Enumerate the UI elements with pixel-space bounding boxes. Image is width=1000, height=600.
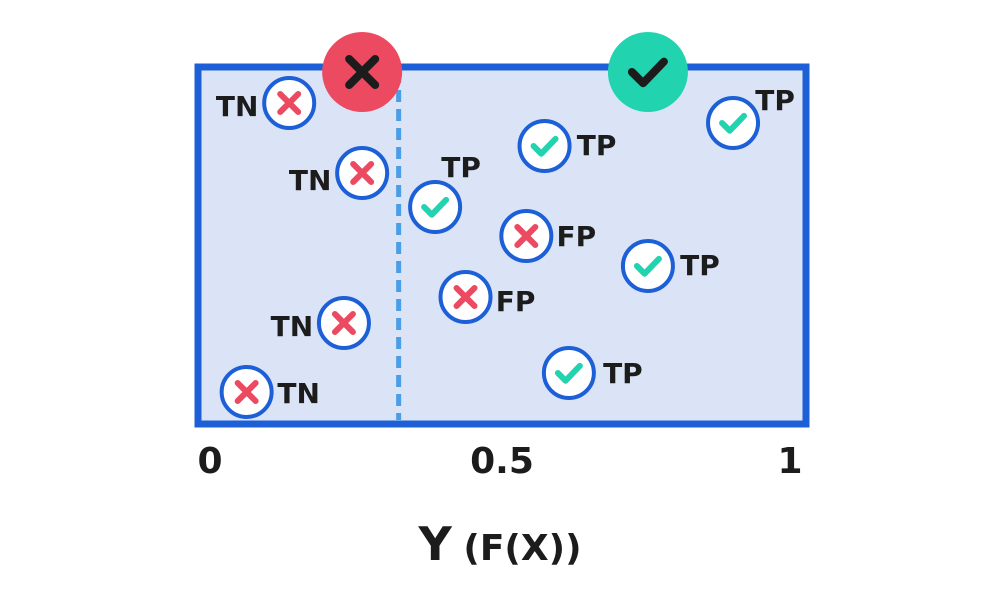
- data-point: TP: [517, 119, 617, 173]
- cross-icon: [331, 311, 356, 335]
- data-point: TN: [271, 296, 371, 350]
- check-icon: [633, 255, 662, 277]
- x-icon: [322, 32, 403, 112]
- data-point: TP: [408, 151, 481, 234]
- data-point: TP: [541, 346, 643, 400]
- x-axis-label: Y (F(X)): [417, 517, 581, 571]
- check-icon: [530, 135, 559, 157]
- data-point: TP: [620, 239, 720, 293]
- point-label: TN: [277, 377, 320, 410]
- x-axis-ticks: 0 0.5 1: [197, 441, 802, 482]
- point-label: TN: [289, 164, 332, 197]
- point-label: TN: [216, 90, 259, 123]
- cross-icon: [453, 285, 478, 309]
- data-point: TN: [219, 365, 320, 419]
- point-label: FP: [556, 220, 596, 253]
- cross-icon: [514, 224, 539, 248]
- data-point: TN: [216, 76, 317, 130]
- check-icon: [719, 112, 748, 134]
- point-label: TP: [441, 151, 481, 184]
- point-label: TP: [603, 357, 643, 390]
- check-icon: [421, 196, 450, 218]
- check-icon: [607, 32, 688, 112]
- data-point: TN: [289, 146, 390, 200]
- point-label: TP: [755, 84, 795, 117]
- check-icon: [554, 362, 583, 384]
- cross-icon: [350, 161, 375, 185]
- point-label: TP: [680, 249, 720, 282]
- point-label: TN: [271, 310, 314, 343]
- header-icons: [322, 32, 688, 112]
- point-label: TP: [577, 129, 617, 162]
- data-point: FP: [438, 270, 536, 324]
- cross-icon: [277, 91, 302, 115]
- x-axis-label-main: Y: [417, 517, 452, 571]
- cross-icon: [234, 380, 259, 404]
- tick-label: 0: [197, 441, 222, 482]
- x-axis-label-inner: (F(X)): [463, 528, 581, 569]
- tick-label: 0.5: [470, 441, 534, 482]
- data-points: TN TN TN TN TP TP TP TP TP FP FP: [216, 76, 795, 419]
- data-point: TP: [706, 84, 795, 150]
- tick-label: 1: [777, 441, 802, 482]
- point-label: FP: [496, 285, 536, 318]
- data-point: FP: [499, 209, 596, 263]
